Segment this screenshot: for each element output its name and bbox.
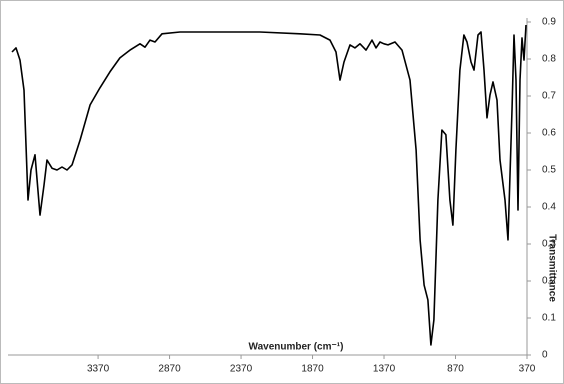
x-tick-label: 2370 (230, 364, 253, 375)
y-tick-label: 0 (542, 350, 548, 361)
x-tick-label: 370 (519, 364, 536, 375)
x-tick-label: 1370 (373, 364, 396, 375)
x-tick-label: 3370 (87, 364, 110, 375)
y-tick-label: 0.7 (542, 91, 556, 102)
y-tick-label: 0.4 (542, 202, 556, 213)
spectrum-line (11, 24, 527, 346)
y-tick-label: 0.2 (542, 276, 556, 287)
y-tick-label: 0.3 (542, 239, 556, 250)
y-tick-label: 0.9 (542, 17, 556, 28)
x-tick-label: 2870 (158, 364, 181, 375)
y-axis-title: Transmittance (546, 234, 557, 302)
y-tick-label: 0.6 (542, 128, 556, 139)
y-tick-label: 0.8 (542, 54, 556, 65)
y-tick-label: 0.1 (542, 313, 556, 324)
x-axis-title: Wavenumber (cm⁻¹) (249, 342, 344, 353)
x-tick-label: 870 (447, 364, 464, 375)
y-tick-label: 0.5 (542, 165, 556, 176)
x-tick-label: 1870 (301, 364, 324, 375)
